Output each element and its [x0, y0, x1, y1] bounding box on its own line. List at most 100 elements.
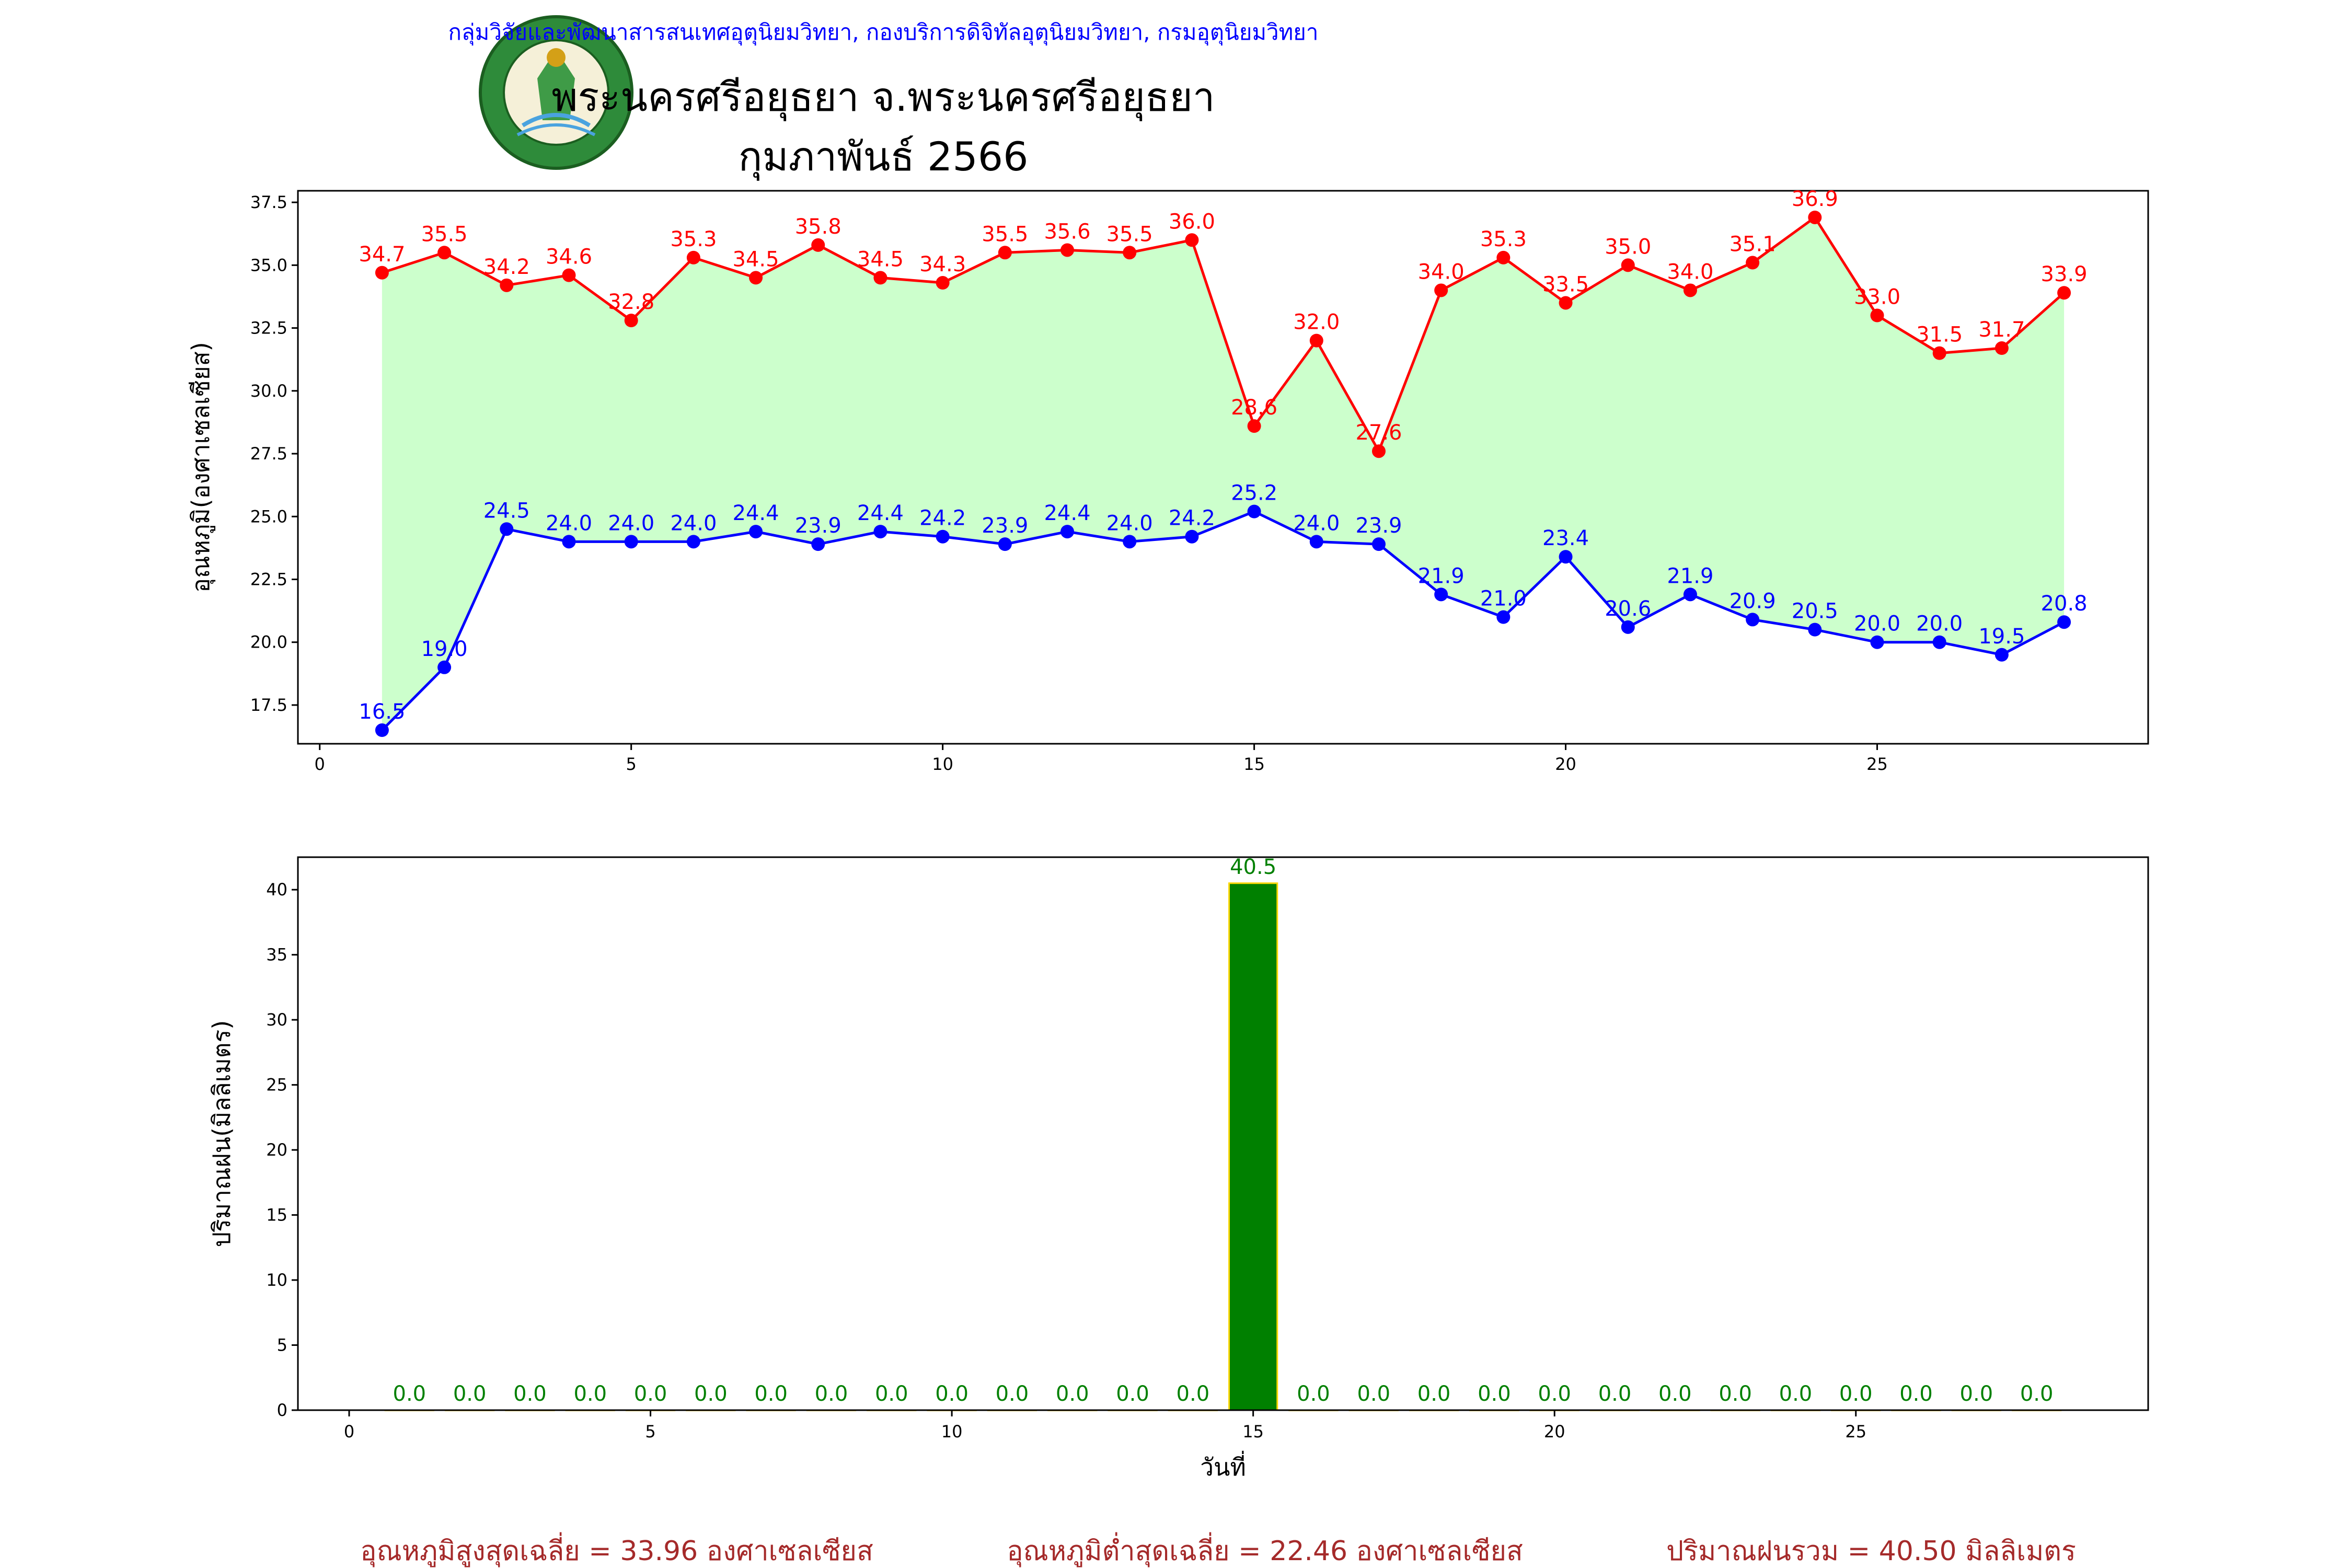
max-temperature-point: [998, 246, 1012, 260]
min-temperature-value-label: 21.9: [1667, 564, 1713, 588]
rainfall-value-label: 0.0: [1899, 1382, 1933, 1406]
rainfall-value-label: 0.0: [1177, 1382, 1210, 1406]
max-temperature-value-label: 35.5: [421, 222, 468, 246]
temperature-y-tick-label: 20.0: [250, 632, 287, 652]
max-temperature-point: [1994, 341, 2009, 355]
rainfall-y-tick-label: 30: [266, 1010, 287, 1030]
min-temperature-point: [1559, 550, 1573, 564]
max-temperature-point: [1371, 444, 1386, 458]
max-temperature-value-label: 34.6: [546, 245, 592, 269]
max-temperature-value-label: 36.9: [1792, 187, 1838, 211]
max-temperature-value-label: 36.0: [1169, 210, 1215, 234]
min-temperature-value-label: 24.4: [1044, 501, 1090, 525]
max-temperature-value-label: 35.3: [670, 227, 717, 251]
min-temperature-point: [1994, 648, 2009, 662]
rainfall-y-tick-label: 0: [277, 1400, 287, 1420]
rainfall-y-tick-label: 5: [277, 1335, 287, 1355]
avg-max-temp-summary: อุณหภูมิสูงสุดเฉลี่ย = 33.96 องศาเซลเซีย…: [360, 1532, 873, 1567]
temperature-y-tick-label: 25.0: [250, 506, 287, 526]
rainfall-value-label: 0.0: [1357, 1382, 1390, 1406]
max-temperature-value-label: 34.5: [733, 247, 779, 271]
temperature-y-tick-label: 35.0: [250, 255, 287, 275]
min-temperature-value-label: 23.4: [1542, 526, 1589, 550]
temperature-y-tick-label: 27.5: [250, 444, 287, 464]
min-temperature-value-label: 21.0: [1480, 587, 1527, 611]
max-temperature-value-label: 34.0: [1667, 260, 1713, 284]
rainfall-plot-frame: [297, 856, 2149, 1411]
chart-title-station: พระนครศรีอยุธยา จ.พระนครศรีอยุธยา: [551, 74, 1215, 121]
rainfall-value-label: 0.0: [453, 1382, 487, 1406]
min-temperature-point: [437, 660, 452, 674]
max-temperature-point: [811, 238, 825, 252]
max-temperature-value-label: 35.1: [1730, 233, 1776, 257]
rainfall-x-tick-label: 5: [645, 1422, 655, 1442]
temperature-x-tick-label: 15: [1243, 754, 1265, 774]
min-temperature-point: [1496, 610, 1511, 624]
max-temperature-point: [1496, 250, 1511, 264]
rainfall-value-label: 0.0: [815, 1382, 848, 1406]
temperature-y-tick-label: 32.5: [250, 318, 287, 338]
temperature-y-axis-label: อุณหภูมิ(องศาเซลเซียส): [187, 342, 216, 592]
min-temperature-point: [1060, 525, 1075, 539]
temperature-y-tick-label: 30.0: [250, 381, 287, 401]
min-temperature-value-label: 24.4: [857, 501, 904, 525]
temperature-range-fill: [382, 217, 2065, 731]
rainfall-y-tick-label: 35: [266, 945, 287, 965]
min-temperature-point: [2057, 615, 2071, 629]
min-temperature-point: [1434, 587, 1448, 602]
min-temperature-point: [375, 723, 389, 737]
min-temperature-point: [749, 525, 763, 539]
rainfall-x-tick-label: 20: [1544, 1422, 1565, 1442]
rainfall-value-label: 0.0: [935, 1382, 969, 1406]
rainfall-value-label: 0.0: [1960, 1382, 1993, 1406]
min-temperature-value-label: 23.9: [982, 514, 1028, 538]
rainfall-x-tick-label: 15: [1242, 1422, 1264, 1442]
min-temperature-value-label: 24.0: [546, 511, 592, 535]
temperature-x-tick-label: 20: [1555, 754, 1576, 774]
min-temperature-value-label: 20.8: [2041, 592, 2088, 616]
min-temperature-point: [686, 535, 700, 549]
rainfall-value-label: 0.0: [996, 1382, 1029, 1406]
rainfall-value-label: 0.0: [1056, 1382, 1089, 1406]
max-temperature-point: [1870, 308, 1884, 322]
min-temperature-point: [1932, 635, 1946, 649]
max-temperature-point: [1247, 419, 1261, 433]
min-temperature-point: [1185, 529, 1199, 544]
max-temperature-point: [873, 271, 887, 285]
max-temperature-value-label: 34.2: [483, 255, 530, 279]
max-temperature-value-label: 33.5: [1542, 272, 1589, 296]
min-temperature-value-label: 19.0: [421, 637, 468, 661]
rainfall-value-label: 0.0: [1478, 1382, 1511, 1406]
max-temperature-value-label: 34.5: [857, 247, 904, 271]
rainfall-value-label: 0.0: [1719, 1382, 1752, 1406]
max-temperature-value-label: 31.7: [1978, 318, 2025, 342]
rainfall-value-label: 0.0: [2020, 1382, 2054, 1406]
rainfall-y-tick-label: 10: [266, 1270, 287, 1290]
max-temperature-point: [1123, 246, 1137, 260]
max-temperature-point: [624, 314, 638, 328]
min-temperature-point: [1746, 613, 1760, 627]
rainfall-value-label: 0.0: [634, 1382, 667, 1406]
rainfall-x-tick-label: 0: [344, 1422, 354, 1442]
rainfall-x-axis-label: วันที่: [1200, 1450, 1246, 1481]
rainfall-x-tick-label: 10: [941, 1422, 963, 1442]
max-temperature-point: [1309, 333, 1323, 348]
max-temperature-point: [1746, 256, 1760, 270]
max-temperature-point: [1060, 243, 1075, 257]
max-temperature-value-label: 32.8: [608, 290, 654, 314]
min-temperature-value-label: 24.0: [670, 511, 717, 535]
max-temperature-point: [936, 276, 950, 290]
max-temperature-value-label: 34.3: [919, 252, 966, 276]
rainfall-value-label: 0.0: [1839, 1382, 1873, 1406]
min-temperature-point: [998, 537, 1012, 551]
min-temperature-point: [873, 525, 887, 539]
rainfall-value-label: 0.0: [694, 1382, 728, 1406]
rainfall-value-label: 0.0: [393, 1382, 426, 1406]
max-temperature-point: [686, 250, 700, 264]
min-temperature-value-label: 24.0: [1106, 511, 1153, 535]
rainfall-value-label: 0.0: [1658, 1382, 1692, 1406]
rainfall-value-label: 0.0: [754, 1382, 788, 1406]
temperature-y-tick-label: 37.5: [250, 192, 287, 212]
min-temperature-value-label: 25.2: [1231, 481, 1277, 505]
